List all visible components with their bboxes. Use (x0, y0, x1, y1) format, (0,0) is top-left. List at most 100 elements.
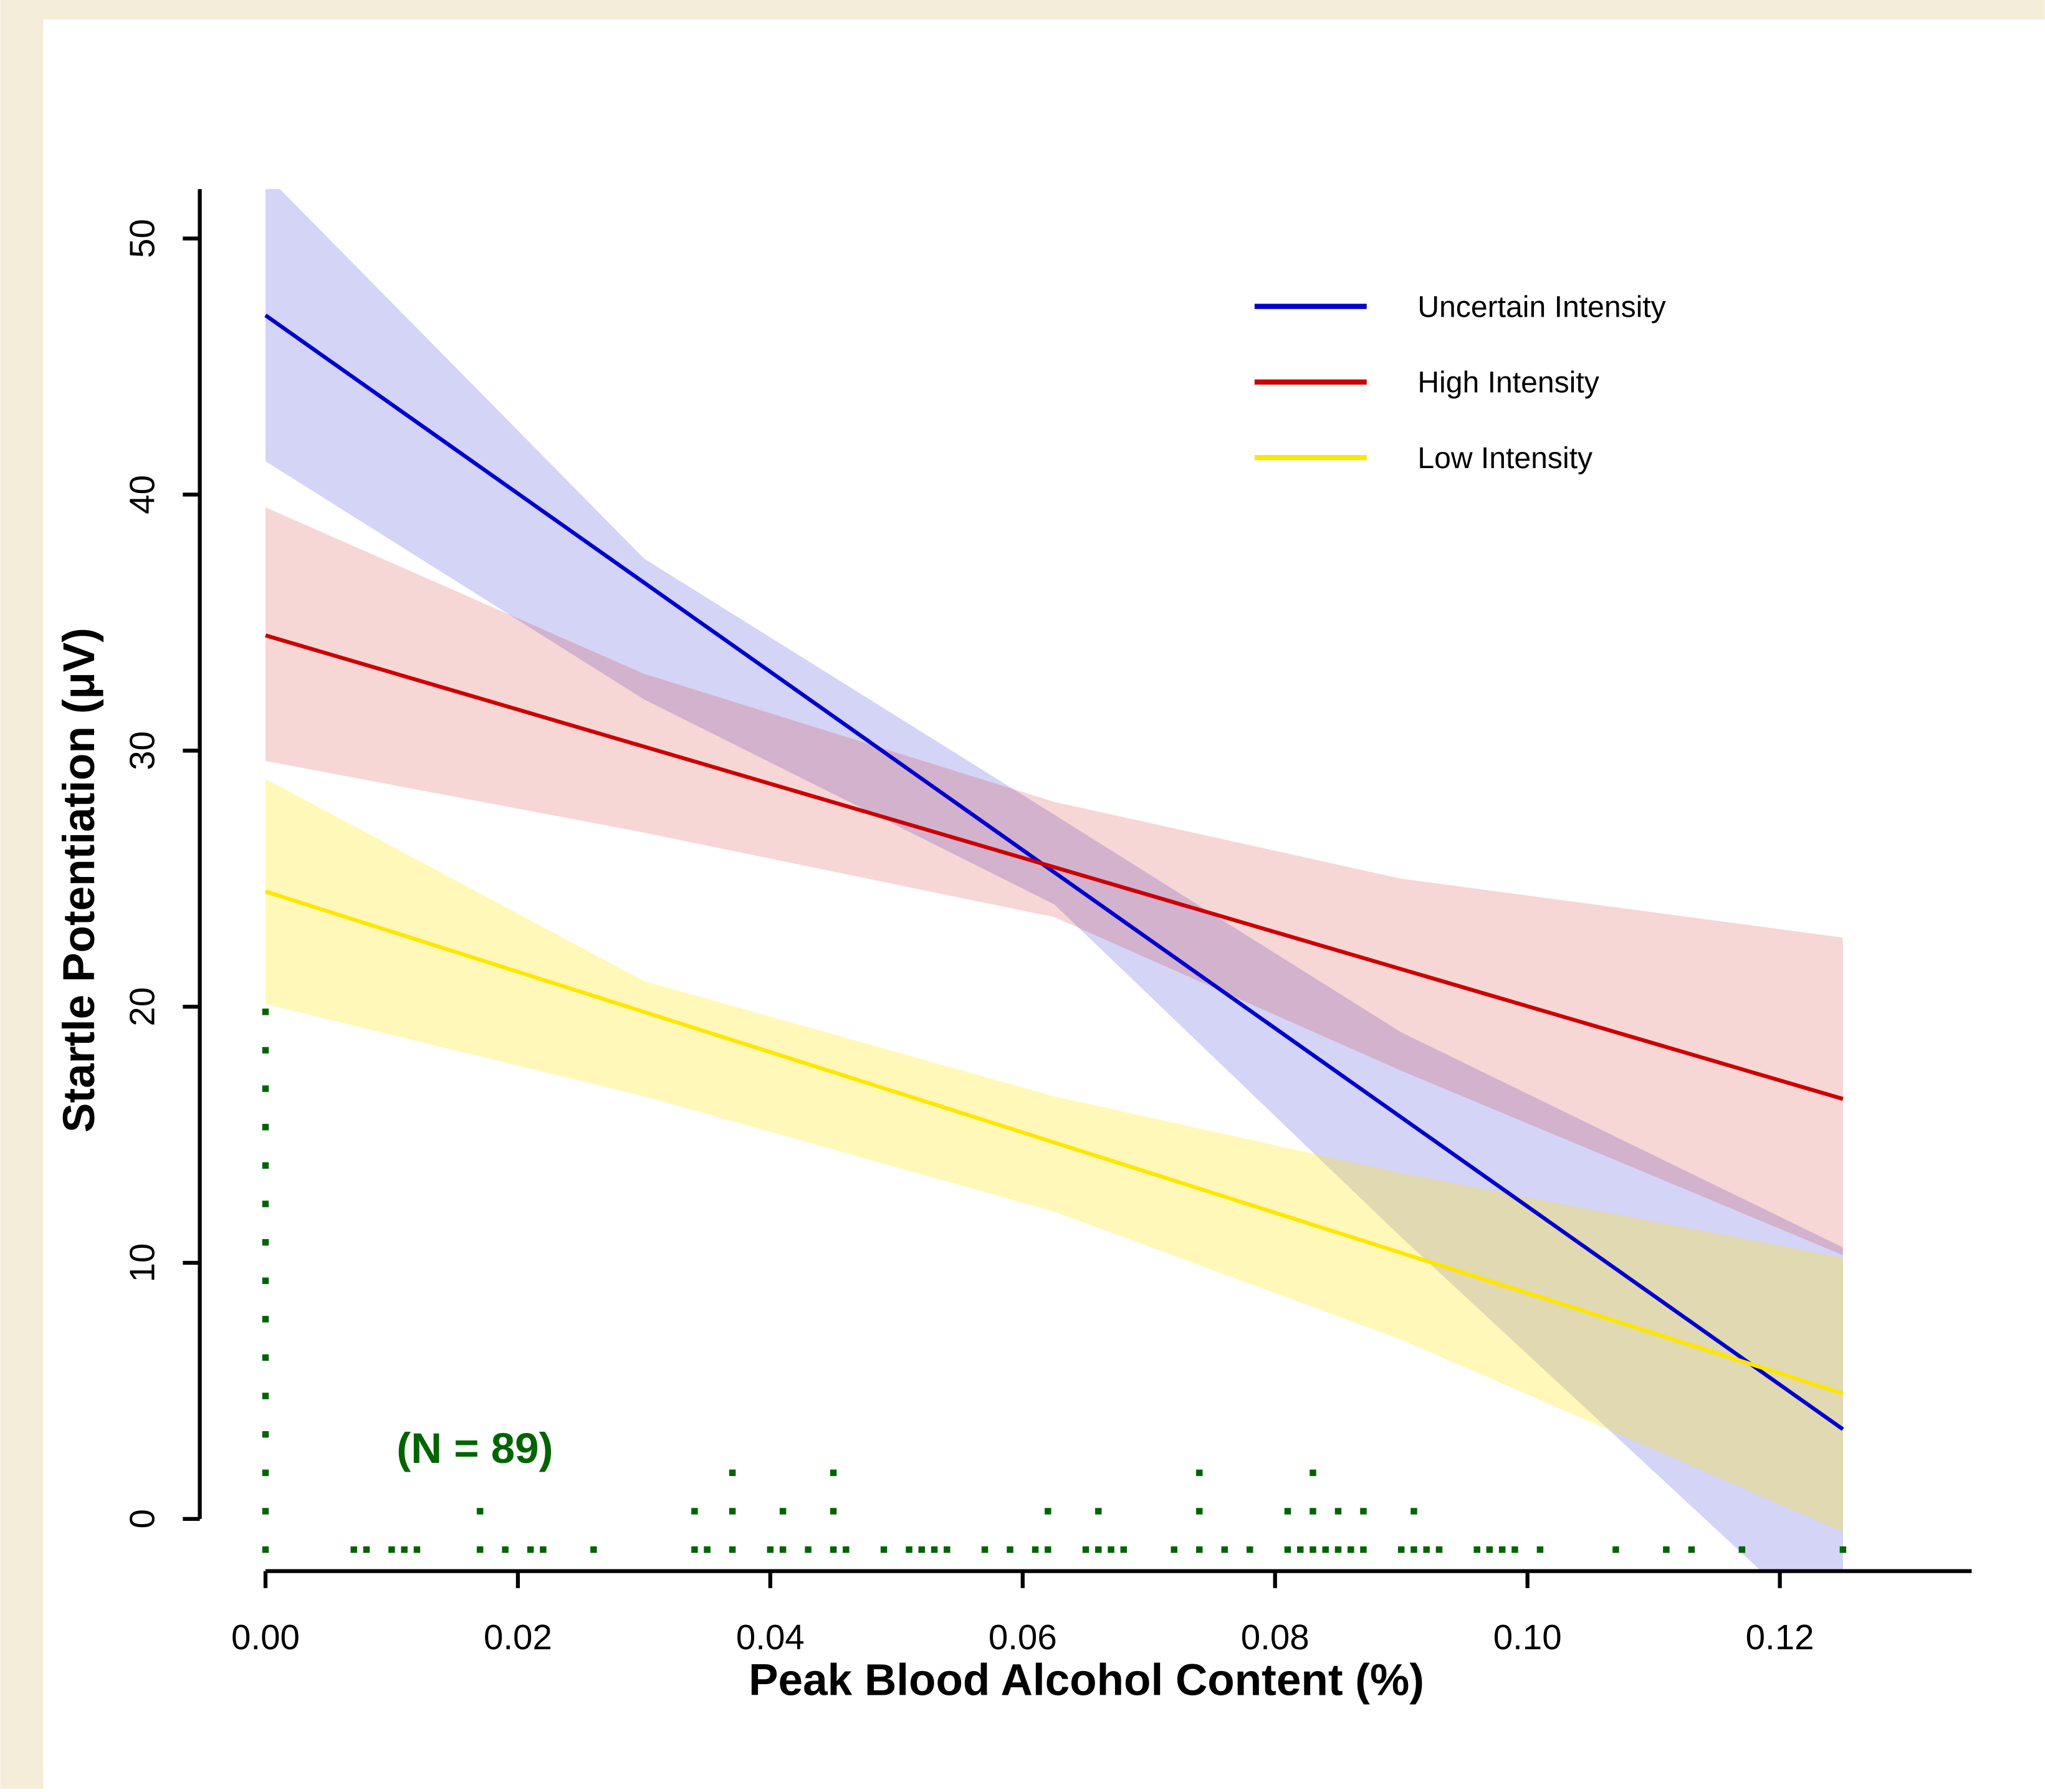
annotation: (N = 89) (396, 1424, 553, 1472)
data-point (1108, 1546, 1114, 1553)
data-point (1536, 1546, 1544, 1553)
data-point (1120, 1546, 1127, 1553)
data-point (1095, 1508, 1102, 1515)
panel (43, 19, 2045, 1790)
y-tick-label: 20 (122, 987, 161, 1027)
data-point (388, 1546, 395, 1553)
data-point (1296, 1546, 1304, 1553)
regression-line (265, 889, 1844, 1396)
x-tick-label: 0.12 (1746, 1617, 1814, 1657)
data-point (1486, 1546, 1493, 1553)
data-point (1738, 1546, 1746, 1553)
x-tick-label: 0.00 (231, 1617, 300, 1657)
data-point (262, 1316, 269, 1323)
lines (264, 314, 1844, 1431)
x-tick-label: 0.04 (736, 1617, 805, 1657)
confidence-band (265, 189, 1843, 1571)
x-tick-label: 0.08 (1241, 1617, 1310, 1657)
data-point (1196, 1508, 1203, 1515)
data-point (1082, 1546, 1090, 1553)
legend-label: Low Intensity (1417, 441, 1592, 475)
data-point (1498, 1546, 1506, 1553)
data-point (1310, 1508, 1316, 1515)
data-point (830, 1508, 837, 1515)
data-point (830, 1546, 837, 1553)
y-tick-label: 10 (122, 1243, 161, 1283)
data-point (1410, 1508, 1417, 1515)
data-point (527, 1546, 534, 1553)
data-point (476, 1508, 484, 1515)
data-point (944, 1546, 951, 1553)
data-point (1334, 1546, 1342, 1553)
bands (265, 189, 1843, 1571)
data-point (262, 1162, 269, 1169)
data-point (1435, 1546, 1443, 1553)
x-axis-title: Peak Blood Alcohol Content (%) (749, 1655, 1424, 1705)
y-tick-label: 50 (122, 219, 161, 258)
data-point (1032, 1546, 1039, 1553)
data-point (1196, 1469, 1203, 1477)
data-point (262, 1354, 269, 1361)
data-point (262, 1508, 269, 1515)
data-point (1310, 1546, 1316, 1553)
data-point (262, 1546, 269, 1553)
data-point (262, 1047, 269, 1054)
data-point (1347, 1546, 1354, 1553)
data-point (1360, 1508, 1367, 1515)
data-point (262, 1431, 269, 1438)
data-point (1663, 1546, 1670, 1553)
data-point (262, 1277, 269, 1284)
data-point (1473, 1546, 1480, 1553)
data-point (401, 1546, 408, 1553)
data-point (540, 1546, 547, 1553)
data-point (1397, 1546, 1405, 1553)
legend-label: High Intensity (1417, 366, 1599, 400)
data-point (262, 1200, 269, 1207)
data-point (1196, 1546, 1203, 1553)
data-point (1839, 1546, 1847, 1553)
regression-line (265, 633, 1844, 1101)
data-point (262, 1009, 269, 1015)
x-tick-label: 0.10 (1493, 1617, 1562, 1657)
data-point (906, 1546, 912, 1553)
data-point (1007, 1546, 1013, 1553)
data-point (1095, 1546, 1102, 1553)
x-tick-label: 0.02 (484, 1617, 552, 1657)
data-point (880, 1546, 888, 1553)
data-point (729, 1546, 736, 1553)
data-point (704, 1546, 711, 1553)
data-point (918, 1546, 926, 1553)
data-point (691, 1546, 698, 1553)
y-tick-label: 0 (122, 1509, 161, 1528)
data-point (931, 1546, 938, 1553)
data-point (1284, 1508, 1291, 1515)
data-point (1284, 1546, 1291, 1553)
data-point (1612, 1546, 1619, 1553)
data-point (779, 1546, 787, 1553)
regression-line (264, 314, 1844, 1431)
data-point (1423, 1546, 1430, 1553)
data-point (1221, 1546, 1228, 1553)
data-point (843, 1546, 850, 1553)
data-point (1310, 1469, 1316, 1477)
y-tick-label: 30 (122, 731, 161, 770)
data-point (729, 1508, 736, 1515)
data-point (767, 1546, 774, 1553)
data-point (262, 1469, 269, 1477)
confidence-band (265, 779, 1843, 1532)
data-point (262, 1239, 269, 1246)
data-point (502, 1546, 509, 1553)
data-point (476, 1546, 484, 1553)
data-point (805, 1546, 812, 1553)
data-point (262, 1124, 269, 1131)
data-point (691, 1508, 698, 1515)
data-point (1688, 1546, 1695, 1553)
x-tick-label: 0.06 (989, 1617, 1057, 1657)
data-point (413, 1546, 421, 1553)
y-axis-title: Startle Potentiation (μV) (55, 628, 104, 1133)
data-point (1171, 1546, 1177, 1553)
y-tick-label: 40 (122, 475, 161, 514)
data-point (590, 1546, 597, 1553)
data-point (1334, 1508, 1342, 1515)
